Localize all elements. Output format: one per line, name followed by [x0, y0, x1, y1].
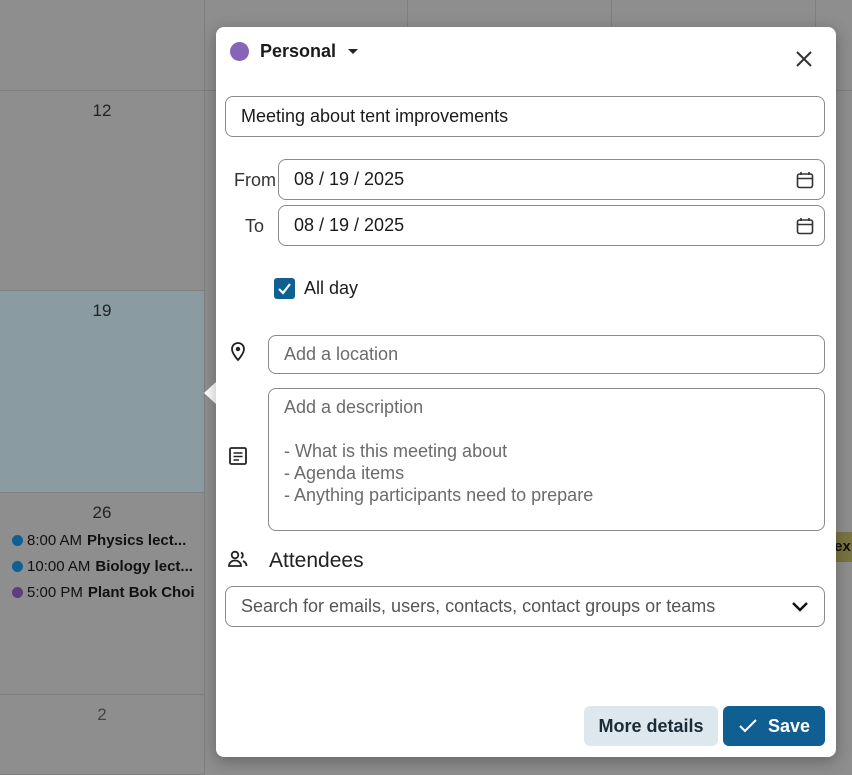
to-date-input[interactable]: 08 / 19 / 2025	[278, 205, 825, 246]
calendar-color-icon	[230, 42, 249, 61]
day-number: 12	[92, 101, 112, 120]
attendees-label: Attendees	[269, 549, 364, 572]
description-placeholder-line: Add a description	[284, 397, 424, 417]
save-label: Save	[767, 715, 811, 736]
event-time: 10:00 AM	[27, 558, 91, 575]
location-input[interactable]: Add a location	[268, 335, 825, 374]
event-title: Biology lect...	[95, 558, 193, 575]
from-date-value: 08 / 19 / 2025	[294, 169, 405, 189]
calendar-icon[interactable]	[796, 171, 814, 189]
from-date-input[interactable]: 08 / 19 / 2025	[278, 159, 825, 200]
event-time: 5:00 PM	[27, 584, 83, 601]
event-dot-icon	[12, 561, 23, 572]
event-item[interactable]: 10:00 AM Biology lect...	[12, 558, 204, 575]
description-placeholder-line: - What is this meeting about	[284, 441, 508, 461]
to-label: To	[245, 216, 265, 236]
more-details-button[interactable]: More details	[584, 706, 718, 746]
day-number: 19	[92, 301, 112, 320]
event-item[interactable]: 8:00 AM Physics lect...	[12, 532, 204, 549]
day-number: 2	[97, 705, 107, 724]
all-day-checkbox[interactable]: All day	[274, 278, 358, 299]
event-dot-icon	[12, 535, 23, 546]
description-textarea[interactable]: Add a description - What is this meeting…	[268, 388, 825, 531]
event-dot-icon	[12, 587, 23, 598]
calendar-day-2[interactable]: 2	[0, 695, 205, 775]
description-placeholder-line: - Agenda items	[284, 463, 405, 483]
day-number: 26	[92, 503, 112, 522]
from-label: From	[234, 170, 276, 190]
event-item[interactable]: 5:00 PM Plant Bok Choi	[12, 584, 204, 601]
event-title: Plant Bok Choi	[87, 584, 195, 601]
description-placeholder-line: - Anything participants need to prepare	[284, 485, 594, 505]
attendees-placeholder: Search for emails, users, contacts, cont…	[241, 596, 716, 616]
all-day-label: All day	[304, 278, 359, 298]
location-placeholder: Add a location	[284, 344, 399, 364]
title-input[interactable]: Meeting about tent improvements	[225, 96, 825, 137]
calendar-day-26[interactable]: 26 8:00 AM Physics lect... 10:00 AM Biolog…	[0, 493, 205, 695]
calendar-day-12[interactable]: 12	[0, 91, 205, 291]
location-pin-icon	[231, 342, 245, 362]
description-icon	[229, 447, 247, 465]
people-icon	[228, 550, 248, 567]
attendees-search-input[interactable]: Search for emails, users, contacts, cont…	[225, 586, 825, 627]
calendar-selector[interactable]: Personal	[230, 41, 359, 62]
event-editor-dialog: Personal Meeting about tent improvements…	[216, 27, 836, 757]
save-button[interactable]: Save	[723, 706, 825, 746]
popover-arrow	[204, 382, 216, 404]
calendar-cell[interactable]	[0, 0, 205, 91]
to-date-value: 08 / 19 / 2025	[294, 215, 405, 235]
checkbox-checked-icon	[274, 278, 295, 299]
caret-down-icon	[348, 49, 359, 54]
event-time: 8:00 AM	[27, 532, 83, 549]
checkmark-icon	[739, 719, 757, 733]
chevron-down-icon[interactable]	[792, 601, 808, 612]
close-icon[interactable]	[794, 49, 814, 69]
calendar-name: Personal	[260, 41, 337, 61]
event-title: Physics lect...	[87, 532, 187, 549]
calendar-day-19[interactable]: 19	[0, 291, 205, 493]
calendar-icon[interactable]	[796, 217, 814, 235]
